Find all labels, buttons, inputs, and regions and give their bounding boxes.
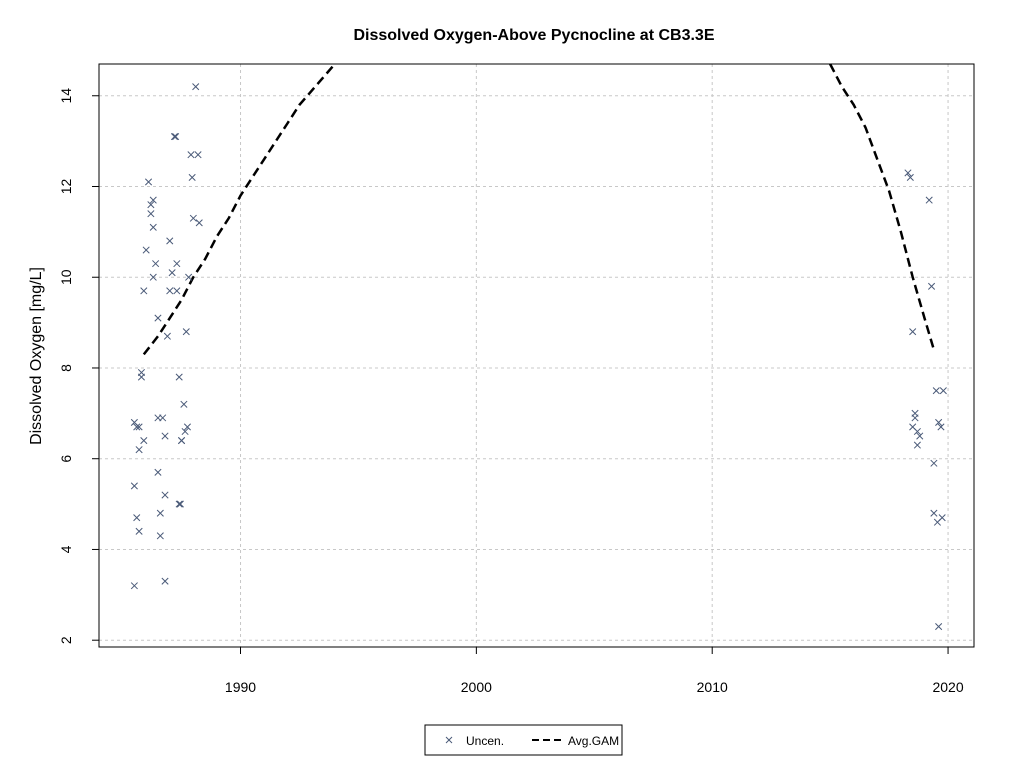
y-tick-label: 8 [58,364,74,372]
data-point [170,133,179,141]
data-point [188,173,196,181]
series-uncen [130,83,947,631]
legend-label-avg-gam: Avg.GAM [568,734,619,748]
data-point [168,269,176,277]
data-point [135,527,143,535]
data-point [175,500,183,508]
x-tick-label: 1990 [225,679,256,695]
data-point [192,83,200,91]
y-tick-label: 12 [58,179,74,195]
y-tick-label: 2 [58,636,74,644]
data-point [147,201,155,209]
y-axis-label: Dissolved Oxygen [mg/L] [28,267,45,445]
data-point [189,214,197,222]
data-point [183,423,191,431]
data-point [135,423,143,431]
x-tick-label: 2010 [697,679,728,695]
data-point [925,196,933,204]
data-point [166,287,174,295]
data-point [135,446,143,454]
data-point [154,314,162,322]
x-tick-label: 2000 [461,679,492,695]
data-point [149,273,157,281]
data-point [172,133,180,141]
data-point [187,151,195,159]
grid-lines [99,64,974,647]
chart-title: Dissolved Oxygen-Above Pycnocline at CB3… [353,27,714,44]
data-point [133,423,141,431]
legend-box [424,724,623,756]
legend-marker-uncen [445,736,453,744]
data-point [939,387,947,395]
data-point [935,623,943,631]
data-point [916,432,924,440]
data-point [154,468,162,476]
data-point [904,169,912,177]
data-point [175,373,183,381]
data-point [938,514,946,522]
data-point [140,287,148,295]
x-tick-label: 2020 [932,679,963,695]
data-point [173,260,181,268]
y-axis: 2 4 6 8 10 12 14 [58,88,99,644]
data-point [161,432,169,440]
data-point [156,509,164,517]
data-point [935,418,943,426]
data-point [130,582,138,590]
data-point [159,414,167,422]
data-point [911,414,919,422]
data-point [913,441,921,449]
legend-label-uncen: Uncen. [466,734,504,748]
data-point [194,151,202,159]
data-point [161,577,169,585]
data-point [181,427,189,436]
data-point [932,387,940,395]
data-point [147,210,155,218]
data-point [913,427,921,436]
series-avg-gam [142,63,936,356]
data-point [927,282,936,290]
data-point [144,178,153,186]
data-point [140,437,148,445]
data-point [130,482,138,490]
data-point [173,287,181,295]
data-point [185,273,193,281]
data-point [182,328,190,336]
gam-line-segment [142,63,336,356]
x-axis: 1990 2000 2010 2020 [225,647,964,695]
y-tick-label: 14 [58,88,74,104]
data-point [177,437,186,445]
data-point [161,491,169,499]
data-point [195,219,203,227]
data-point [137,373,146,381]
plot-frame [98,63,975,648]
data-point [152,260,160,268]
data-point [180,400,188,408]
data-point [909,328,917,336]
legend: Uncen. Avg.GAM [424,724,623,756]
data-point [937,423,945,431]
data-point [930,459,938,467]
data-point [149,196,157,204]
data-point [930,509,938,517]
y-tick-label: 6 [58,455,74,463]
data-point [142,246,150,254]
data-point [156,532,164,540]
data-point [906,173,914,181]
y-tick-label: 10 [58,269,74,285]
data-point [166,237,174,245]
data-point [176,500,184,508]
data-point [149,223,157,231]
data-point [133,514,141,522]
data-point [163,332,171,340]
y-tick-label: 4 [58,545,74,553]
gam-line-segment [828,63,936,351]
